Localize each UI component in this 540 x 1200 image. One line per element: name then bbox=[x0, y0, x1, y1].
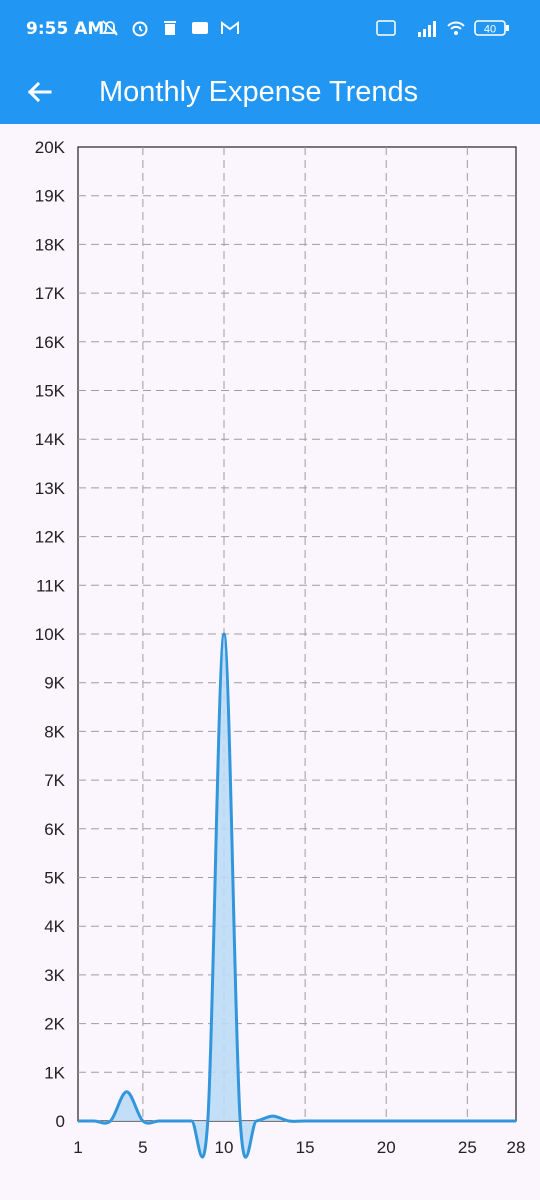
x-tick-label: 5 bbox=[138, 1138, 147, 1157]
y-tick-label: 3K bbox=[44, 966, 65, 985]
volte-icon bbox=[376, 20, 396, 36]
y-tick-label: 0 bbox=[56, 1112, 65, 1131]
svg-text:40: 40 bbox=[484, 24, 496, 36]
y-tick-label: 16K bbox=[35, 333, 66, 352]
y-tick-label: 6K bbox=[44, 820, 65, 839]
x-tick-label: 20 bbox=[377, 1138, 396, 1157]
y-tick-label: 4K bbox=[44, 917, 65, 936]
x-tick-label: 10 bbox=[215, 1138, 234, 1157]
y-tick-label: 8K bbox=[44, 722, 65, 741]
y-tick-label: 11K bbox=[36, 576, 66, 595]
x-tick-label: 28 bbox=[507, 1138, 526, 1157]
y-tick-label: 7K bbox=[44, 771, 65, 790]
mute-notifications-icon bbox=[102, 20, 118, 36]
y-tick-label: 20K bbox=[35, 138, 66, 157]
app-bar: Monthly Expense Trends bbox=[0, 60, 540, 124]
x-tick-label: 15 bbox=[296, 1138, 315, 1157]
y-tick-label: 19K bbox=[35, 187, 66, 206]
status-time: 9:55 AM bbox=[26, 19, 105, 39]
x-tick-label: 1 bbox=[73, 1138, 82, 1157]
y-tick-label: 17K bbox=[35, 284, 66, 303]
expense-area-fill bbox=[78, 634, 516, 1158]
expense-area-chart: 0 1K 2K 3K 4K 5K 6K 7K 8K 9K 10K 11K 12K 13K 14K 15K 16K… bbox=[35, 138, 526, 1159]
x-tick-label: 25 bbox=[458, 1138, 477, 1157]
status-bar: 9:55 AM 40 bbox=[0, 0, 540, 60]
y-tick-label: 18K bbox=[35, 235, 66, 254]
signal-icon bbox=[418, 21, 436, 37]
y-tick-label: 14K bbox=[35, 430, 66, 449]
y-tick-label: 2K bbox=[44, 1015, 65, 1034]
y-tick-label: 15K bbox=[35, 382, 66, 401]
y-tick-label: 12K bbox=[35, 528, 66, 547]
arrow-back-icon[interactable] bbox=[24, 76, 56, 108]
y-tick-label: 1K bbox=[44, 1063, 65, 1082]
y-tick-label: 9K bbox=[44, 674, 65, 693]
battery-icon: 40 bbox=[474, 20, 509, 36]
y-tick-label: 10K bbox=[35, 625, 66, 644]
alarm-icon bbox=[132, 21, 148, 37]
trash-icon bbox=[164, 21, 176, 35]
y-tick-label: 13K bbox=[35, 479, 66, 498]
page-title: Monthly Expense Trends bbox=[99, 76, 419, 108]
gmail-icon bbox=[221, 21, 239, 34]
wifi-icon bbox=[447, 21, 465, 35]
app-notification-icon bbox=[192, 22, 208, 34]
y-tick-label: 5K bbox=[44, 869, 65, 888]
expense-line bbox=[77, 632, 516, 1159]
